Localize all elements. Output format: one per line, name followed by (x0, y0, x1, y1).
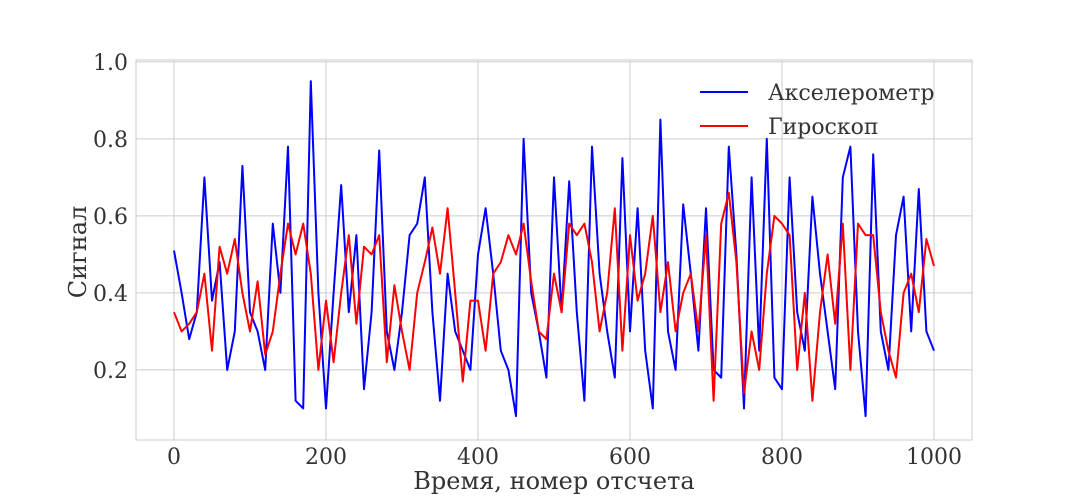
y-tick-label: 0.4 (93, 282, 128, 307)
series-line (173, 80, 935, 418)
x-tick-label: 400 (457, 445, 499, 470)
legend-label: Акселерометр (768, 81, 934, 106)
y-tick-label: 1.0 (93, 51, 128, 76)
series-line (173, 191, 935, 402)
y-tick-label: 0.6 (93, 205, 128, 230)
legend-label: Гироскоп (768, 115, 879, 140)
y-tick-label: 0.8 (93, 128, 128, 153)
plot-frame (135, 59, 973, 441)
x-tick-label: 0 (167, 445, 181, 470)
y-axis-label: Сигнал (64, 206, 92, 298)
x-tick-label: 600 (609, 445, 651, 470)
y-tick-label: 0.2 (93, 359, 128, 384)
x-axis-label: Время, номер отсчета (413, 467, 694, 495)
x-tick-label: 1000 (906, 445, 962, 470)
x-tick-label: 800 (761, 445, 803, 470)
x-tick-label: 200 (305, 445, 347, 470)
